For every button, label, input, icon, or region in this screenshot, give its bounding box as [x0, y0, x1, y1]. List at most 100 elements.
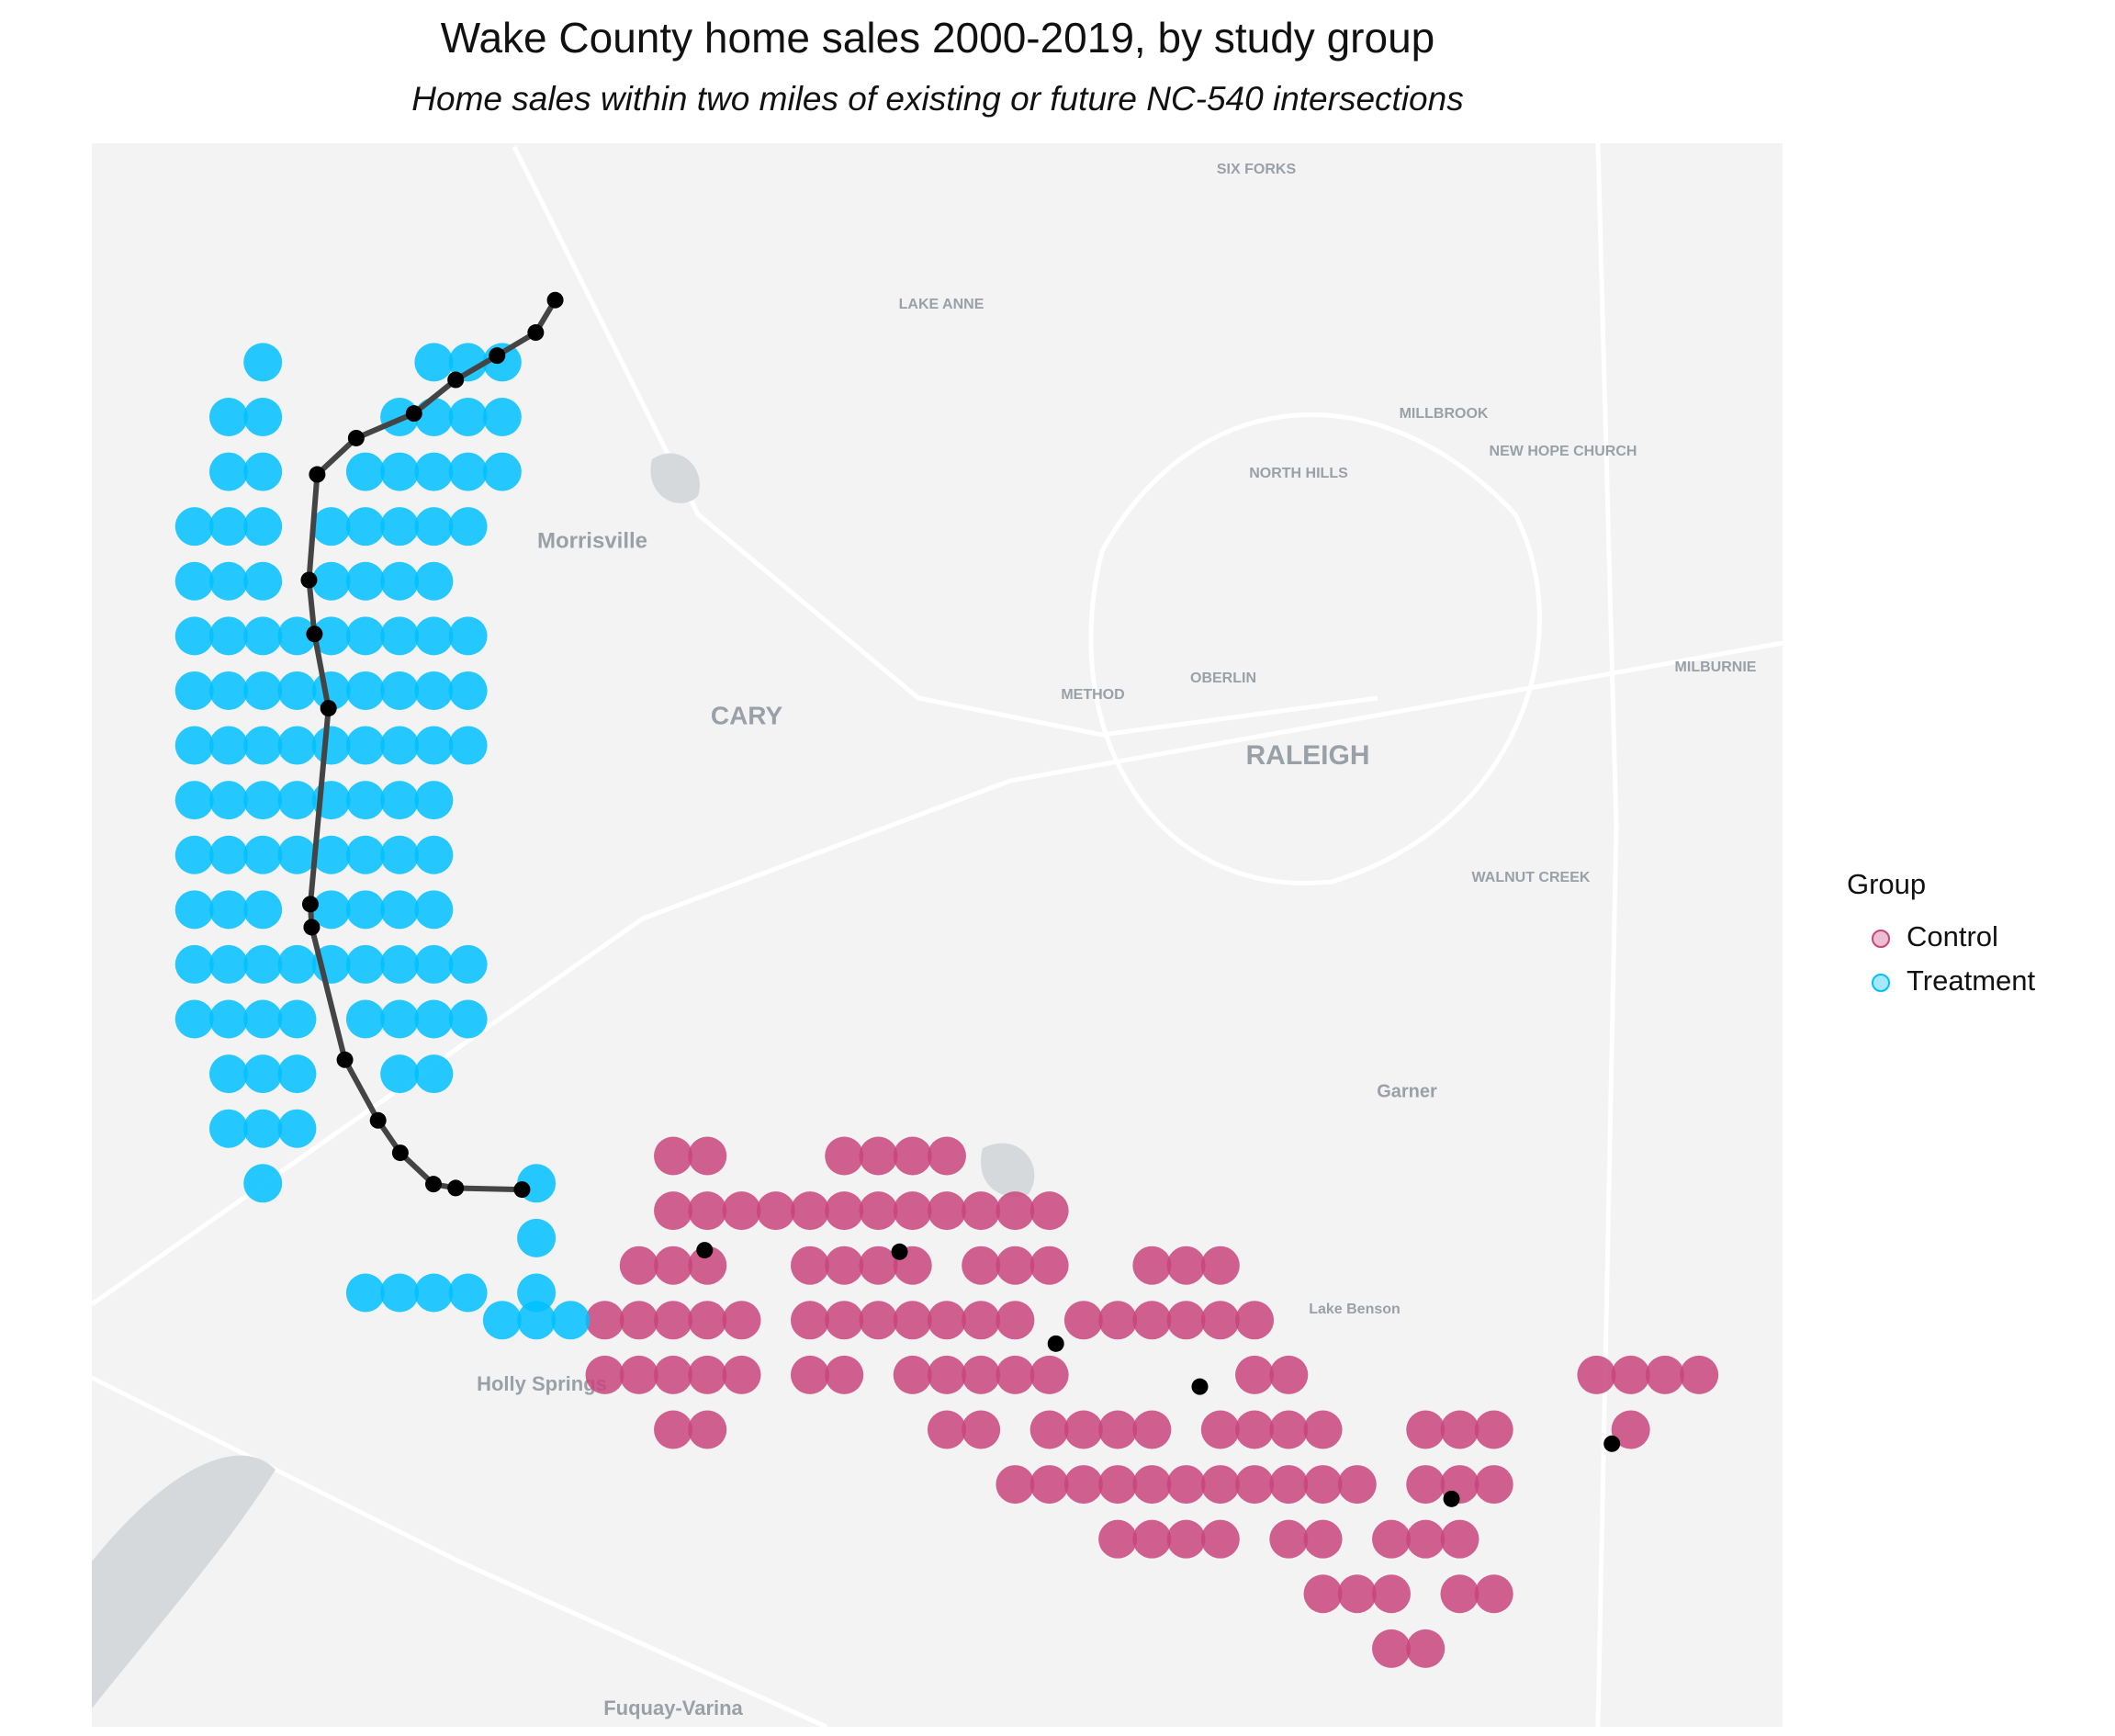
- intersection: [891, 1243, 908, 1260]
- legend-title: Group: [1847, 868, 1926, 900]
- sale-point: [277, 1109, 317, 1148]
- sale-point: [654, 1136, 693, 1176]
- sale-point: [345, 944, 385, 984]
- sale-point: [1611, 1355, 1650, 1394]
- sale-point: [927, 1136, 966, 1176]
- road-base: [1088, 412, 1542, 885]
- sale-point: [1645, 1355, 1684, 1394]
- sale-point: [277, 944, 317, 984]
- sale-point: [688, 1301, 727, 1340]
- sale-point: [688, 1355, 727, 1394]
- map-label: METHOD: [1061, 687, 1124, 703]
- sale-point: [414, 561, 454, 601]
- basemap-features: [90, 142, 1783, 1730]
- sale-point: [277, 726, 317, 765]
- intersection: [1047, 1335, 1064, 1352]
- map-label: Morrisville: [537, 528, 647, 553]
- sale-point: [1337, 1465, 1377, 1505]
- sale-point: [243, 1164, 283, 1203]
- map-label: MILBURNIE: [1675, 659, 1757, 675]
- sale-point: [208, 944, 248, 984]
- intersection: [513, 1181, 531, 1199]
- sale-point: [1098, 1465, 1138, 1505]
- road-base: [1595, 142, 1619, 1728]
- sale-point: [859, 1191, 898, 1231]
- sale-point: [174, 671, 214, 710]
- sale-point: [174, 835, 214, 874]
- intersection: [1191, 1378, 1209, 1395]
- sale-point: [208, 452, 248, 491]
- sale-point: [208, 671, 248, 710]
- sale-point: [380, 999, 420, 1039]
- map-label: Holly Springs: [477, 1372, 607, 1395]
- legend-label: Control: [1907, 920, 1998, 953]
- sale-point: [414, 507, 454, 547]
- sale-point: [174, 944, 214, 984]
- sale-point: [482, 1301, 522, 1340]
- sale-point: [1132, 1465, 1172, 1505]
- marks: [174, 291, 1719, 1668]
- map-label: RALEIGH: [1246, 740, 1370, 771]
- sale-point: [1680, 1355, 1719, 1394]
- sale-point: [1098, 1410, 1138, 1449]
- intersection: [369, 1111, 387, 1129]
- sale-point: [345, 671, 385, 710]
- sale-point: [1303, 1574, 1343, 1614]
- sale-point: [243, 781, 283, 820]
- sale-point: [208, 507, 248, 547]
- sale-point: [996, 1355, 1035, 1394]
- sale-point: [277, 671, 317, 710]
- sale-point: [277, 616, 317, 656]
- sale-point: [243, 835, 283, 874]
- sale-point: [482, 397, 522, 436]
- sale-point: [414, 616, 454, 656]
- sale-point: [1235, 1465, 1275, 1505]
- map-label: Fuquay-Varina: [603, 1697, 743, 1719]
- sale-point: [688, 1246, 727, 1285]
- map-labels: Morrisville CARY RALEIGH Holly Springs Fuqua…: [477, 162, 1757, 1719]
- sale-point: [380, 726, 420, 765]
- sale-point: [243, 890, 283, 930]
- sale-point: [619, 1246, 658, 1285]
- intersection: [447, 1179, 465, 1197]
- sale-point: [380, 1273, 420, 1313]
- sale-point: [1303, 1465, 1343, 1505]
- sale-point: [1269, 1519, 1309, 1559]
- sale-point: [654, 1191, 693, 1231]
- map-label: CARY: [711, 701, 783, 729]
- sale-point: [208, 1054, 248, 1094]
- sale-point: [208, 835, 248, 874]
- sale-point: [1029, 1246, 1069, 1285]
- sale-point: [243, 1109, 283, 1148]
- sale-point: [996, 1246, 1035, 1285]
- road-base: [512, 145, 1378, 738]
- sale-point: [790, 1246, 829, 1285]
- sale-point: [174, 781, 214, 820]
- sale-point: [825, 1246, 864, 1285]
- sale-point: [345, 890, 385, 930]
- sale-point: [1063, 1410, 1103, 1449]
- sale-point: [345, 781, 385, 820]
- intersection: [424, 1176, 442, 1193]
- intersection: [309, 466, 326, 483]
- sale-point: [1132, 1410, 1172, 1449]
- sale-point: [1235, 1355, 1275, 1394]
- sale-point: [1235, 1410, 1275, 1449]
- sale-point: [414, 1054, 454, 1094]
- map-label: OBERLIN: [1190, 671, 1256, 686]
- sale-point: [1200, 1246, 1240, 1285]
- sale-point: [585, 1355, 624, 1394]
- intersection: [1443, 1490, 1460, 1507]
- sale-point: [619, 1301, 658, 1340]
- sale-point: [688, 1136, 727, 1176]
- sale-point: [243, 452, 283, 491]
- sale-point: [380, 671, 420, 710]
- sale-point: [893, 1191, 932, 1231]
- sale-point: [962, 1410, 1001, 1449]
- sale-point: [1611, 1410, 1650, 1449]
- sale-point: [243, 616, 283, 656]
- sale-point: [243, 507, 283, 547]
- sale-point: [414, 452, 454, 491]
